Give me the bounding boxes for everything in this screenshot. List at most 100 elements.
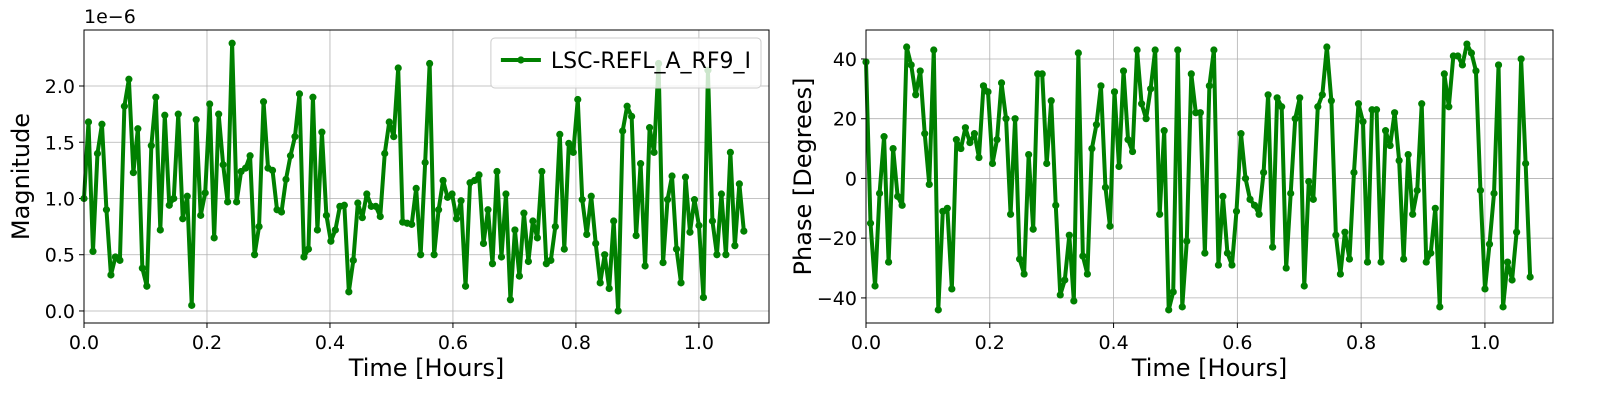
x-tick-label: 0.4 — [1098, 332, 1128, 354]
data-point — [1323, 43, 1331, 51]
data-point — [277, 208, 286, 216]
data-point — [1363, 258, 1372, 266]
data-point — [1043, 159, 1051, 168]
data-point — [1494, 61, 1503, 69]
data-point — [511, 226, 519, 234]
data-point — [1485, 240, 1494, 248]
data-point — [708, 217, 717, 225]
data-point — [975, 153, 983, 162]
data-point — [1237, 130, 1245, 138]
data-point — [547, 256, 555, 264]
data-point — [1318, 91, 1326, 99]
data-point — [1386, 141, 1394, 150]
data-point — [224, 198, 232, 206]
data-point — [506, 296, 515, 304]
data-point — [1445, 103, 1453, 111]
plot-frame — [83, 29, 770, 324]
data-point — [610, 217, 618, 225]
data-line — [864, 42, 1533, 312]
x-tick-label: 0.0 — [851, 332, 881, 354]
data-point — [1264, 91, 1272, 99]
y-tick-label: −20 — [817, 228, 857, 250]
data-point — [1219, 192, 1227, 200]
data-point — [421, 158, 429, 167]
data-point — [894, 192, 902, 200]
data-point — [1088, 144, 1096, 153]
data-point — [556, 130, 564, 138]
data-point — [1259, 168, 1268, 177]
data-point — [1160, 127, 1168, 135]
data-point — [538, 167, 546, 176]
data-point — [961, 124, 969, 132]
data-point — [1101, 183, 1110, 192]
data-point — [1065, 231, 1073, 239]
data-point — [165, 201, 173, 209]
data-point — [1056, 291, 1064, 299]
data-point — [502, 190, 510, 198]
data-point — [1097, 82, 1105, 90]
data-point — [1427, 249, 1435, 257]
data-point — [340, 201, 348, 209]
data-point — [286, 152, 295, 160]
data-point — [327, 237, 335, 245]
data-point — [520, 209, 528, 217]
y-tick-label: 1.5 — [45, 132, 75, 154]
data-point — [1490, 189, 1498, 197]
data-point — [1422, 258, 1430, 266]
data-point — [1205, 82, 1213, 90]
data-point — [668, 172, 676, 180]
data-point — [152, 93, 160, 101]
data-point — [979, 82, 988, 90]
data-point — [1241, 174, 1250, 183]
data-point — [93, 149, 102, 158]
data-point — [1201, 249, 1209, 257]
data-point — [309, 93, 317, 101]
data-point — [448, 190, 456, 198]
data-point — [601, 251, 609, 259]
data-point — [390, 133, 398, 141]
data-point — [988, 159, 997, 168]
data-point — [1210, 46, 1218, 54]
data-point — [461, 282, 470, 290]
data-point — [331, 226, 339, 234]
data-point — [147, 142, 155, 150]
y-tick-label: 0.5 — [45, 245, 75, 267]
data-point — [156, 226, 164, 234]
data-point — [1404, 150, 1412, 159]
data-point — [1440, 70, 1448, 78]
legend-label: LSC-REFL_A_RF9_I — [551, 49, 751, 74]
data-point — [125, 75, 133, 83]
data-point — [1381, 127, 1390, 135]
data-point — [663, 196, 672, 204]
data-point — [596, 279, 604, 287]
data-point — [1332, 231, 1340, 239]
data-point — [1128, 147, 1137, 156]
data-point — [107, 271, 115, 279]
data-point — [452, 215, 461, 223]
data-point — [174, 110, 182, 118]
data-point — [1526, 273, 1534, 281]
y-axis-label: Phase [Degrees] — [789, 78, 817, 276]
data-point — [699, 293, 708, 302]
data-point — [120, 102, 128, 110]
data-point — [1431, 204, 1439, 212]
y-tick-label: 0.0 — [45, 301, 75, 323]
data-point — [1020, 270, 1028, 278]
data-point — [233, 198, 241, 206]
data-point — [1309, 195, 1317, 203]
data-point — [875, 189, 884, 197]
data-point — [726, 148, 734, 156]
data-point — [1110, 88, 1119, 96]
y-offset-label: 1e−6 — [84, 6, 136, 28]
data-point — [1296, 94, 1304, 102]
data-point — [650, 148, 658, 156]
data-point — [1400, 255, 1408, 263]
data-point — [592, 239, 600, 248]
data-point — [98, 120, 106, 128]
data-point — [300, 253, 308, 261]
data-point — [1038, 70, 1046, 78]
data-point — [291, 133, 299, 141]
data-point — [569, 148, 577, 156]
data-point — [1300, 282, 1308, 290]
data-point — [318, 128, 326, 136]
